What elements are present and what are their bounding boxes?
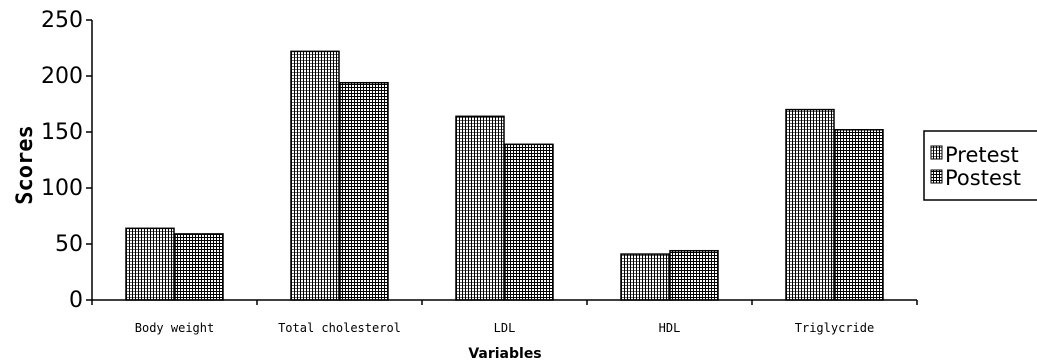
x-category-label: Triglycride bbox=[795, 321, 874, 335]
bar-postest bbox=[834, 129, 884, 301]
legend-label-postest: Postest bbox=[945, 166, 1021, 190]
x-category-label: Total cholesterol bbox=[278, 321, 401, 335]
bar-pretest bbox=[125, 227, 175, 301]
y-axis-title: Scores bbox=[13, 125, 38, 204]
bar-pretest bbox=[455, 115, 505, 301]
legend-box bbox=[923, 130, 1037, 201]
legend-swatch-pretest bbox=[930, 145, 943, 160]
x-category-label: LDL bbox=[494, 321, 516, 335]
bars-group bbox=[125, 50, 884, 301]
legend-swatch-postest bbox=[930, 169, 943, 184]
y-tick-label: 200 bbox=[41, 64, 83, 89]
x-axis-ticks: Body weight Total cholesterol LDL HDL Trigly… bbox=[91, 300, 918, 335]
bar-pretest bbox=[785, 108, 835, 301]
x-category-label: HDL bbox=[659, 321, 681, 335]
x-category-label: Body weight bbox=[135, 321, 214, 335]
y-axis-ticks: 0 50 100 150 200 250 bbox=[41, 8, 92, 313]
legend-label-pretest: Pretest bbox=[945, 143, 1019, 167]
bar-pretest bbox=[290, 50, 340, 301]
bar-postest bbox=[669, 249, 719, 301]
y-tick-label: 150 bbox=[41, 120, 83, 145]
legend: Pretest Postest bbox=[923, 130, 1037, 201]
y-tick-label: 250 bbox=[41, 8, 83, 33]
bar-postest bbox=[339, 81, 389, 301]
bar-postest bbox=[174, 233, 224, 301]
x-axis-title: Variables bbox=[468, 346, 541, 362]
bar-postest bbox=[504, 143, 554, 301]
y-tick-label: 50 bbox=[55, 232, 83, 257]
bar-pretest bbox=[620, 253, 670, 301]
y-tick-label: 0 bbox=[69, 288, 83, 313]
y-tick-label: 100 bbox=[41, 176, 83, 201]
